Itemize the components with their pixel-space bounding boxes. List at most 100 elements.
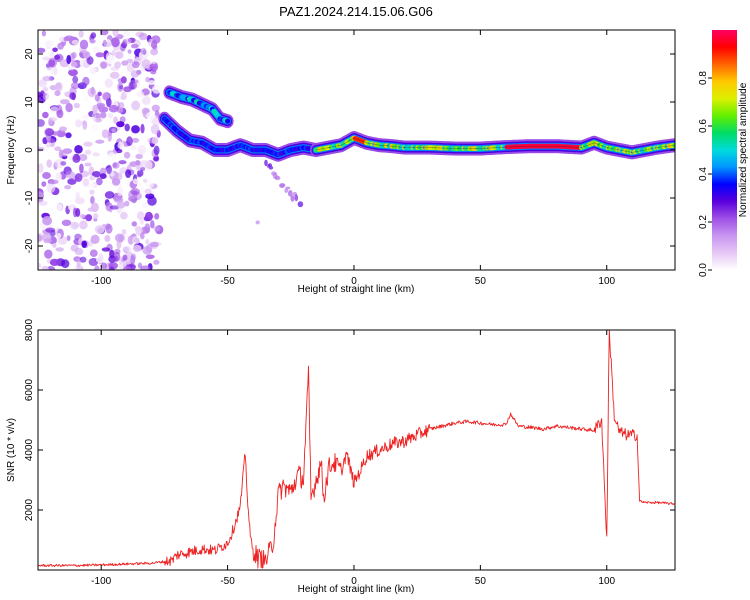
- spectrogram-noise-blob: [49, 85, 58, 91]
- spectrogram-noise-blob: [57, 42, 64, 50]
- spectrogram-noise-blob: [149, 63, 157, 70]
- spectrogram-noise-blob: [144, 211, 153, 222]
- spectrogram-noise-blob: [114, 233, 125, 243]
- spectrogram-noise-blob: [138, 32, 148, 41]
- spectrogram-noise-blob: [123, 233, 130, 242]
- spectrogram-noise-blob: [107, 152, 117, 162]
- colorbar-tick-label: 0.8: [698, 71, 709, 85]
- spectrogram-noise-blob: [137, 145, 147, 155]
- spectrogram-noise-blob: [54, 54, 61, 60]
- snr-x-tick-label: 100: [598, 576, 615, 587]
- spectrogram-noise-blob: [111, 128, 116, 133]
- snr-plot-area: [38, 330, 675, 570]
- spectrogram-noise-blob: [55, 172, 62, 181]
- spectrogram-noise-blob: [151, 104, 160, 112]
- spectrogram-noise-blob: [38, 147, 45, 152]
- spectrogram-noise-blob: [130, 70, 140, 78]
- spectrogram-noise-blob: [131, 61, 140, 69]
- spectrogram-ridge-line: [316, 137, 675, 153]
- spectrogram-noise-blob: [48, 57, 57, 68]
- spectrogram-noise-blob: [75, 119, 82, 128]
- spectrogram-noise-blob: [125, 169, 132, 179]
- spectrogram-noise-blob: [113, 197, 124, 203]
- chart-title: PAZ1.2024.214.15.06.G06: [279, 4, 433, 19]
- spectrogram-noise-blob: [120, 211, 128, 220]
- spectrogram-noise-blob: [130, 43, 139, 49]
- spectrogram-noise-blob: [140, 265, 150, 270]
- spectrogram-noise-blob: [131, 235, 141, 245]
- spectrogram-noise-blob: [38, 163, 44, 173]
- spectrogram-noise-blob: [60, 161, 67, 166]
- spectrogram-noise-blob: [64, 35, 75, 41]
- spectrogram-noise-blob: [119, 116, 126, 123]
- spectrogram-noise-blob: [83, 51, 91, 59]
- spectrogram-noise-blob: [90, 124, 99, 132]
- spectrogram-noise-blob: [124, 38, 132, 45]
- spectrogram-noise-blob: [54, 90, 61, 97]
- spectrogram-noise-blob: [75, 191, 80, 200]
- spectrogram-noise-blob: [124, 200, 130, 207]
- colorbar-gradient: [712, 30, 737, 270]
- spectrogram-noise-blob: [104, 235, 111, 242]
- spectrogram-noise-blob: [42, 216, 52, 226]
- spectrogram-y-tick-label: 10: [24, 96, 35, 108]
- spectrogram-noise-blob: [38, 109, 43, 114]
- spectrogram-noise-blob: [140, 186, 145, 196]
- spectrogram-noise-blob: [145, 76, 150, 83]
- spectrogram-noise-blob: [135, 153, 143, 160]
- spectrogram-noise-blob: [145, 254, 155, 260]
- spectrogram-noise-blob: [92, 46, 101, 55]
- spectrogram-noise-blob: [122, 30, 131, 38]
- spectrogram-noise-blob: [116, 201, 126, 209]
- spectrogram-noise-blob: [108, 266, 115, 270]
- spectrogram-noise-blob: [82, 76, 90, 86]
- spectrogram-noise-blob: [150, 220, 155, 229]
- spectrogram-noise-blob: [102, 39, 107, 47]
- spectrogram-noise-blob: [74, 145, 83, 154]
- spectrogram-noise-blob: [54, 146, 62, 151]
- spectrogram-noise-blob: [90, 234, 100, 244]
- spectrogram-noise-blob: [50, 106, 60, 112]
- spectrogram-noise-blob: [43, 148, 51, 156]
- spectrogram-noise-blob: [54, 158, 64, 169]
- spectrogram-noise-blob: [42, 111, 49, 119]
- snr-x-tick-label: 0: [351, 576, 357, 587]
- spectrogram-noise-blob: [46, 183, 56, 193]
- spectrogram-noise-blob: [144, 223, 151, 234]
- spectrogram-noise-blob: [42, 92, 50, 100]
- spectrogram-noise-blob: [118, 160, 127, 165]
- spectrogram-x-tick-label: 50: [475, 276, 487, 287]
- snr-y-tick-label: 6000: [24, 378, 35, 401]
- snr-x-tick-label: 50: [475, 576, 487, 587]
- spectrogram-noise-blob: [154, 213, 160, 220]
- spectrogram-noise-blob: [65, 132, 72, 139]
- spectrogram-tail-blob: [294, 194, 299, 202]
- spectrogram-noise-blob: [113, 255, 119, 263]
- spectrogram-noise-blob: [81, 103, 89, 110]
- spectrogram-noise-blob: [145, 239, 150, 245]
- spectrogram-noise-blob: [38, 142, 42, 148]
- spectrogram-noise-blob: [144, 188, 152, 195]
- spectrogram-noise-blob: [44, 40, 54, 48]
- spectrogram-noise-blob: [139, 217, 144, 225]
- spectrogram-noise-blob: [70, 82, 80, 90]
- spectrogram-noise-blob: [81, 240, 87, 248]
- spectrogram-noise-blob: [54, 203, 63, 212]
- spectrogram-noise-blob: [90, 196, 95, 205]
- spectrogram-noise-blob: [151, 39, 158, 50]
- spectrogram-noise-blob: [89, 249, 98, 257]
- spectrogram-noise-blob: [140, 167, 146, 172]
- spectrogram-noise-blob: [131, 221, 137, 227]
- spectrogram-noise-blob: [153, 145, 160, 156]
- spectrogram-noise-blob: [137, 211, 145, 221]
- spectrogram-noise-blob: [109, 205, 120, 210]
- snr-y-tick-label: 8000: [24, 318, 35, 341]
- spectrogram-noise-blob: [83, 95, 90, 103]
- spectrogram-noise-blob: [127, 49, 132, 54]
- spectrogram-noise-blob: [124, 123, 130, 132]
- spectrogram-noise-blob: [88, 258, 99, 266]
- spectrogram-noise-blob: [90, 202, 99, 213]
- spectrogram-noise-blob: [55, 247, 64, 252]
- spectrogram-noise-blob: [58, 149, 64, 159]
- spectrogram-noise-blob: [127, 235, 134, 245]
